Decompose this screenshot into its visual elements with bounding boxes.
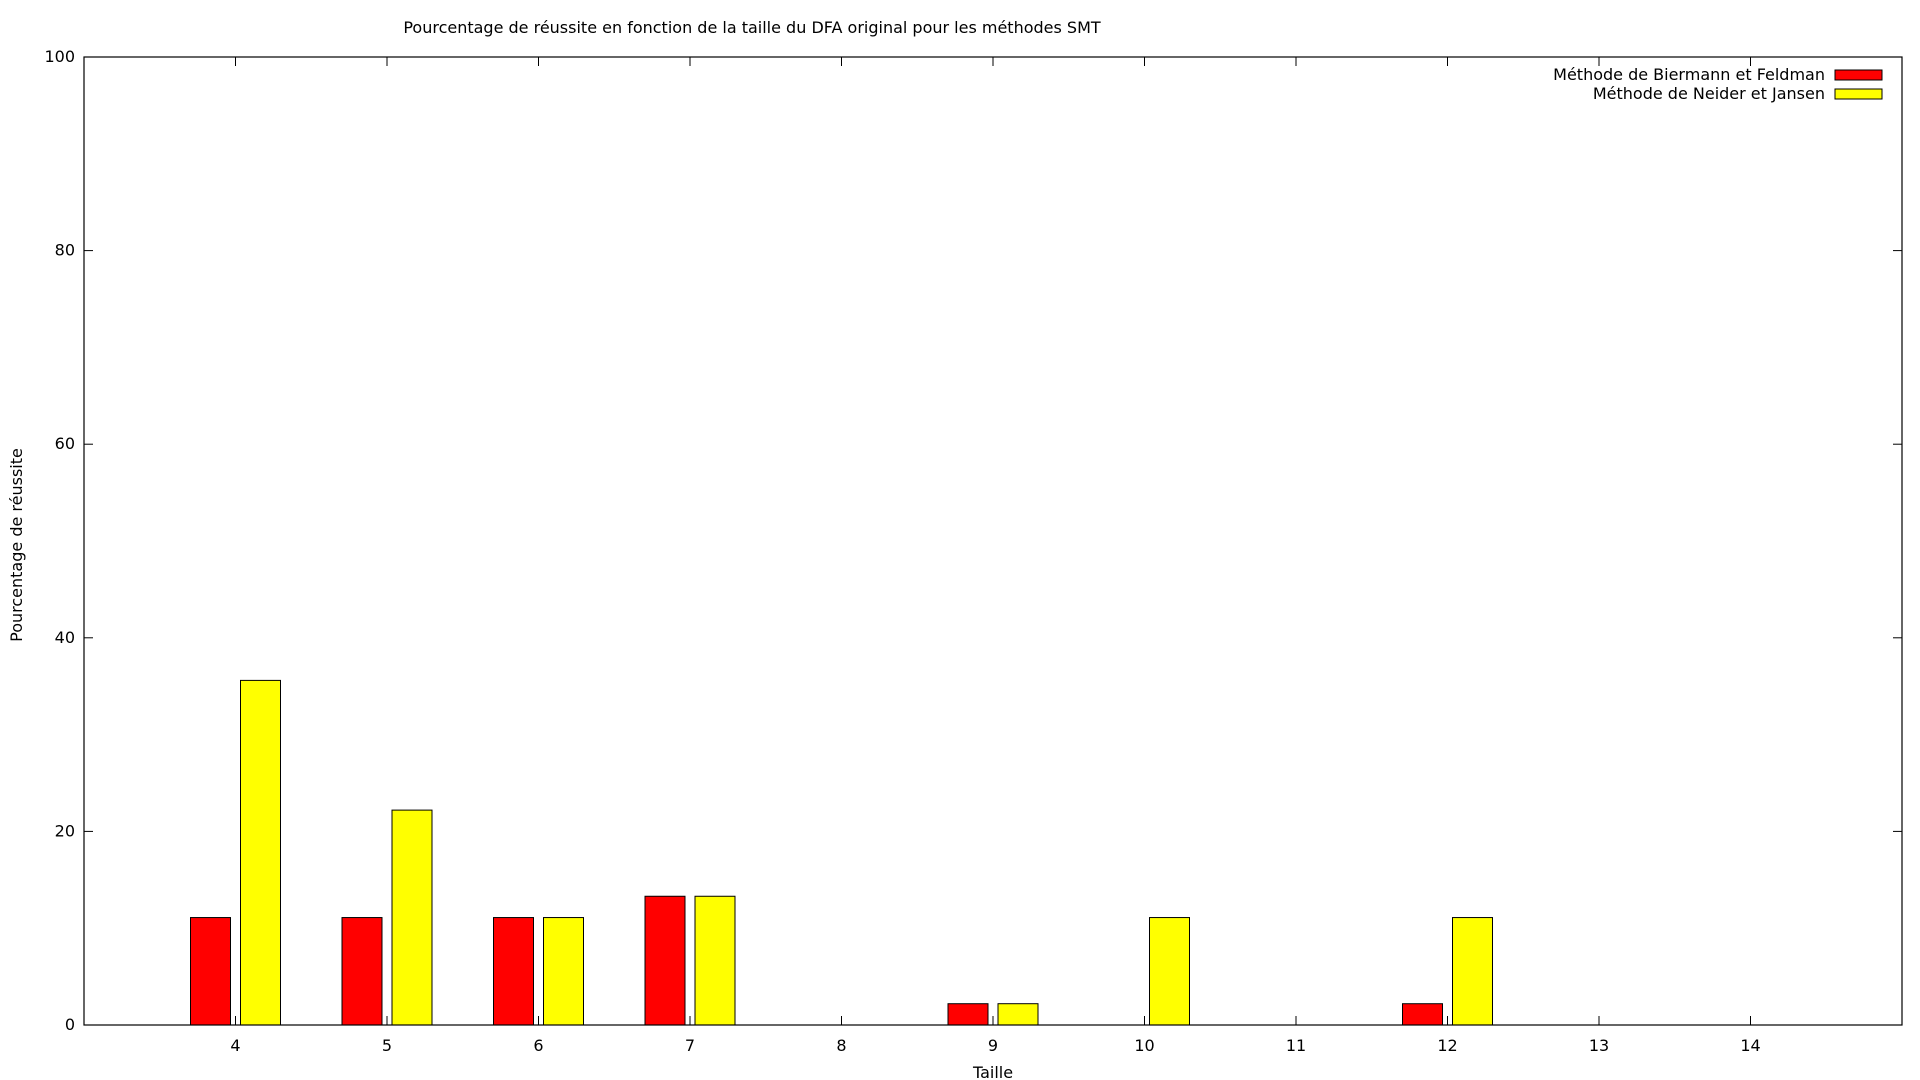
- plot-border: [83, 56, 1903, 1026]
- bar: [694, 895, 736, 1026]
- y-tick-label: 40: [55, 628, 75, 647]
- x-tick-label: 9: [988, 1036, 998, 1055]
- x-tick-label: 10: [1134, 1036, 1154, 1055]
- legend-label: Méthode de Biermann et Feldman: [1553, 65, 1825, 84]
- x-tick-label: 12: [1437, 1036, 1457, 1055]
- bar: [1452, 917, 1493, 1026]
- x-tick-label: 7: [685, 1036, 695, 1055]
- bar: [391, 809, 433, 1026]
- bar: [644, 895, 686, 1026]
- x-tick-label: 13: [1589, 1036, 1609, 1055]
- legend-label: Méthode de Neider et Jansen: [1593, 84, 1825, 103]
- bar: [341, 917, 383, 1026]
- bar: [543, 917, 584, 1026]
- y-tick-label: 80: [55, 241, 75, 260]
- axes-group: 0 20 40 60 80 100 4 5 6 7 8 9 10 11 12 13 14: [44, 47, 1903, 1055]
- y-tick-label: 60: [55, 434, 75, 453]
- bar: [947, 1003, 989, 1026]
- y-tick-label: 20: [55, 821, 75, 840]
- bar: [240, 679, 281, 1026]
- legend-swatch: [1834, 69, 1883, 81]
- x-tick-label: 14: [1740, 1036, 1760, 1055]
- bar: [493, 917, 534, 1026]
- bars-group: [190, 679, 1493, 1026]
- bar: [1402, 1003, 1443, 1026]
- y-tick-label: 0: [65, 1015, 75, 1034]
- chart-title: Pourcentage de réussite en fonction de l…: [403, 18, 1101, 37]
- bar: [190, 917, 231, 1026]
- x-tick-label: 5: [382, 1036, 392, 1055]
- bar: [1149, 917, 1190, 1026]
- x-tick-label: 8: [836, 1036, 846, 1055]
- x-tick-label: 6: [533, 1036, 543, 1055]
- legend-swatch: [1834, 88, 1883, 100]
- x-axis-label: Taille: [972, 1063, 1013, 1080]
- x-tick-label: 11: [1286, 1036, 1306, 1055]
- y-tick-label: 100: [44, 47, 75, 66]
- x-tick-label: 4: [230, 1036, 240, 1055]
- y-axis-label: Pourcentage de réussite: [7, 448, 26, 642]
- bar: [997, 1003, 1039, 1026]
